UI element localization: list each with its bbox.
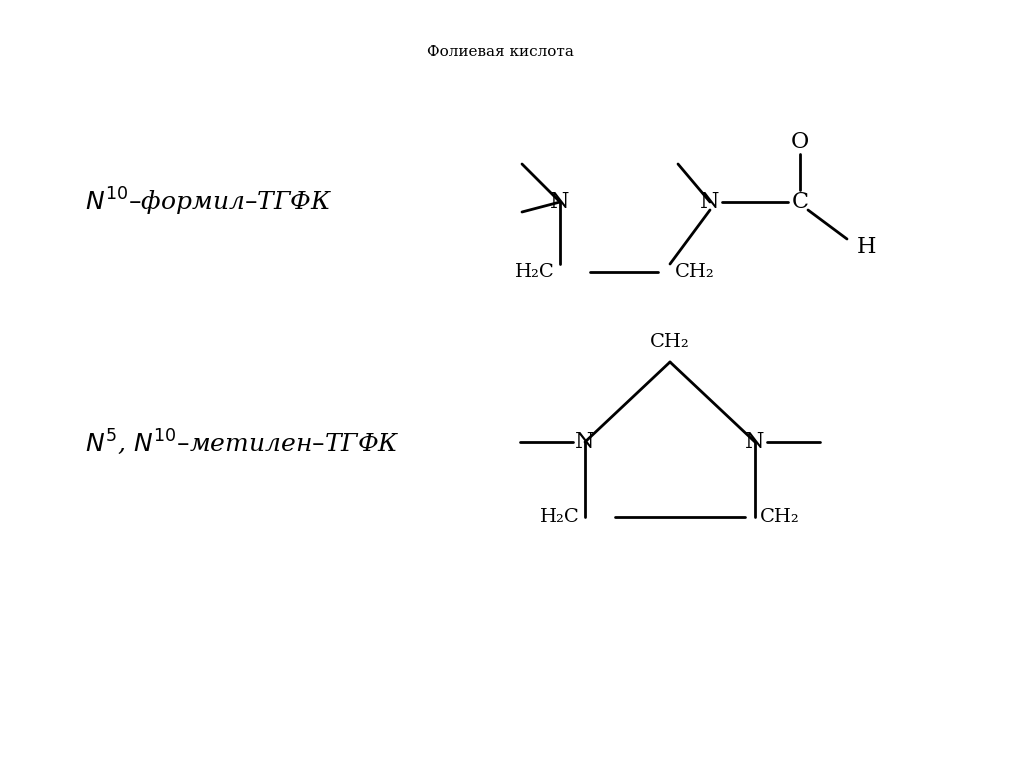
Text: CH₂: CH₂ [675,263,715,281]
Text: $N^{10}$–формил–ТГФК: $N^{10}$–формил–ТГФК [85,186,333,218]
Text: H: H [857,236,877,258]
Text: N: N [745,431,765,453]
Text: CH₂: CH₂ [650,333,690,351]
Text: H₂C: H₂C [541,508,580,526]
Text: N: N [700,191,720,213]
Text: N: N [575,431,595,453]
Text: H₂C: H₂C [515,263,555,281]
Text: O: O [791,131,809,153]
Text: Фолиевая кислота: Фолиевая кислота [427,45,573,59]
Text: C: C [792,191,809,213]
Text: CH₂: CH₂ [760,508,800,526]
Text: $N^5$, $N^{10}$–метилен–ТГФК: $N^5$, $N^{10}$–метилен–ТГФК [85,427,399,456]
Text: N: N [550,191,569,213]
